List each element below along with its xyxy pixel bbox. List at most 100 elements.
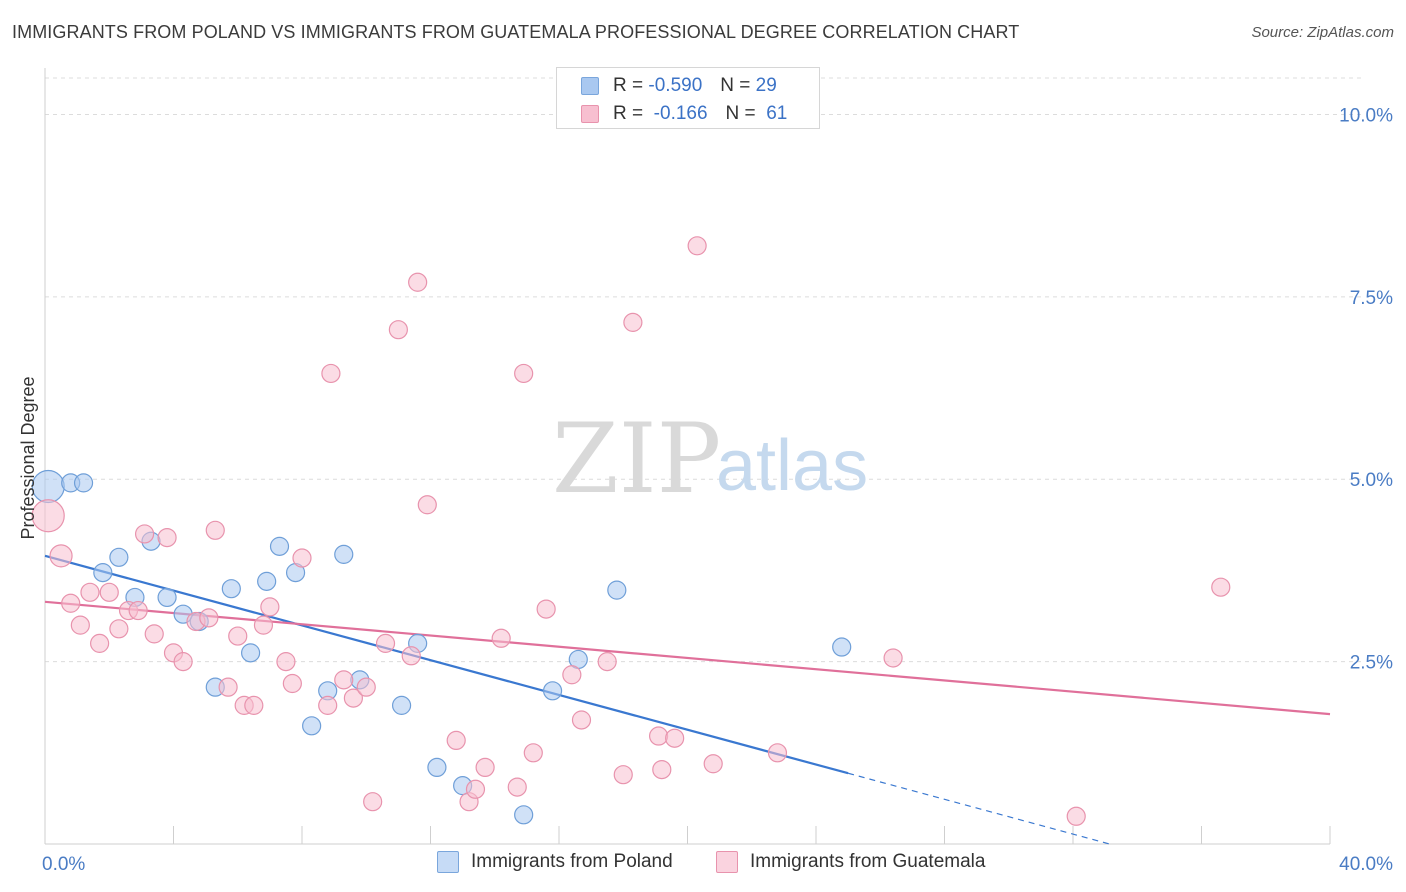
- legend-swatch-guatemala: [716, 851, 738, 873]
- legend-r-label: R =: [613, 103, 644, 124]
- point-guatemala: [767, 743, 788, 763]
- y-axis-label: Professional Degree: [18, 376, 38, 539]
- watermark-atlas: atlas: [716, 426, 868, 506]
- legend-row-guatemala: R = -0.166 N = 61: [581, 101, 787, 127]
- point-poland: [334, 544, 354, 564]
- y-tick-label: 7.5%: [1350, 288, 1393, 309]
- point-guatemala: [282, 673, 302, 694]
- point-guatemala: [334, 670, 354, 690]
- legend-row-poland: R = -0.590 N = 29: [581, 73, 777, 99]
- legend-item-guatemala: Immigrants from Guatemala: [716, 851, 985, 873]
- point-guatemala: [536, 599, 556, 619]
- point-guatemala: [1066, 806, 1086, 826]
- point-guatemala: [205, 520, 225, 540]
- point-guatemala: [883, 648, 903, 668]
- point-guatemala: [61, 593, 81, 613]
- point-guatemala: [623, 312, 643, 332]
- point-poland: [109, 547, 129, 567]
- watermark: ZIP atlas: [552, 403, 868, 515]
- point-guatemala: [343, 688, 363, 708]
- y-tick-label: 2.5%: [1350, 653, 1393, 674]
- point-poland: [542, 681, 563, 701]
- point-guatemala: [253, 615, 274, 635]
- point-poland: [157, 587, 177, 608]
- correlation-legend: R = -0.590 N = 29 R = -0.166 N = 61: [556, 67, 820, 129]
- point-poland: [269, 536, 290, 556]
- point-guatemala: [244, 695, 264, 715]
- point-guatemala: [648, 726, 669, 746]
- trend-line-guatemala: [44, 600, 1331, 716]
- point-poland: [607, 580, 627, 600]
- x-tick-label-max: 40.0%: [1339, 854, 1393, 875]
- point-guatemala: [571, 710, 592, 730]
- point-poland: [221, 579, 241, 599]
- legend-swatch-poland: [437, 851, 459, 873]
- legend-n-value: 29: [755, 75, 777, 96]
- legend-n-label: N =: [725, 103, 756, 124]
- point-guatemala: [523, 743, 543, 763]
- point-poland: [514, 805, 534, 825]
- point-guatemala: [562, 665, 582, 685]
- grid-lines: [45, 77, 1365, 663]
- legend-swatch-poland: [581, 77, 599, 95]
- chart-source: Source: ZipAtlas.com: [1251, 24, 1394, 41]
- point-poland: [257, 571, 277, 591]
- legend-r-value: -0.590: [648, 75, 703, 96]
- point-guatemala: [356, 677, 376, 697]
- point-poland: [93, 563, 113, 583]
- point-guatemala: [276, 652, 296, 672]
- point-guatemala: [652, 759, 672, 780]
- point-guatemala: [173, 652, 193, 672]
- point-guatemala: [70, 615, 90, 635]
- point-guatemala: [228, 626, 248, 646]
- legend-r-value: -0.166: [653, 103, 708, 124]
- point-guatemala: [703, 754, 723, 774]
- point-guatemala: [417, 495, 437, 515]
- legend-swatch-guatemala: [581, 105, 599, 123]
- legend-n-label: N =: [720, 75, 751, 96]
- point-guatemala: [613, 765, 633, 785]
- legend-label-guatemala: Immigrants from Guatemala: [750, 851, 986, 872]
- trend-line-poland: [44, 554, 849, 775]
- point-guatemala: [318, 695, 338, 715]
- trend-line-poland-extension: [847, 772, 1112, 846]
- point-guatemala: [597, 652, 617, 672]
- chart-title: IMMIGRANTS FROM POLAND VS IMMIGRANTS FRO…: [12, 22, 1020, 42]
- point-guatemala: [90, 633, 110, 653]
- axes: [44, 68, 1331, 845]
- y-tick-labels: 2.5% 5.0% 7.5% 10.0%: [1339, 105, 1393, 673]
- point-guatemala: [134, 524, 155, 544]
- point-guatemala: [408, 272, 428, 292]
- point-guatemala: [475, 757, 495, 778]
- point-guatemala: [49, 544, 73, 568]
- point-guatemala: [375, 633, 396, 653]
- point-guatemala: [665, 728, 685, 748]
- point-guatemala: [363, 792, 383, 812]
- y-tick-label: 5.0%: [1350, 470, 1393, 491]
- point-guatemala: [218, 677, 238, 697]
- point-poland: [302, 716, 322, 736]
- point-guatemala: [491, 628, 511, 648]
- point-guatemala: [292, 548, 312, 568]
- legend-item-poland: Immigrants from Poland: [437, 851, 673, 873]
- point-guatemala: [401, 646, 421, 666]
- point-guatemala: [687, 236, 707, 256]
- point-poland: [73, 473, 94, 493]
- point-guatemala: [128, 600, 148, 621]
- legend-label-poland: Immigrants from Poland: [471, 851, 673, 872]
- point-guatemala: [465, 779, 486, 799]
- series-legend: Immigrants from Poland Immigrants from G…: [0, 851, 1406, 877]
- y-tick-label: 10.0%: [1339, 105, 1393, 126]
- point-guatemala: [321, 363, 341, 384]
- point-guatemala: [388, 320, 408, 340]
- x-tick-labels: 0.0% 40.0%: [42, 854, 1393, 875]
- point-poland: [391, 695, 412, 715]
- point-guatemala: [260, 597, 280, 617]
- watermark-zip: ZIP: [552, 403, 721, 515]
- point-guatemala: [199, 608, 219, 628]
- point-poland: [832, 637, 852, 657]
- data-points: [31, 236, 1231, 826]
- point-poland: [241, 643, 261, 663]
- legend-n-value: 61: [766, 103, 788, 124]
